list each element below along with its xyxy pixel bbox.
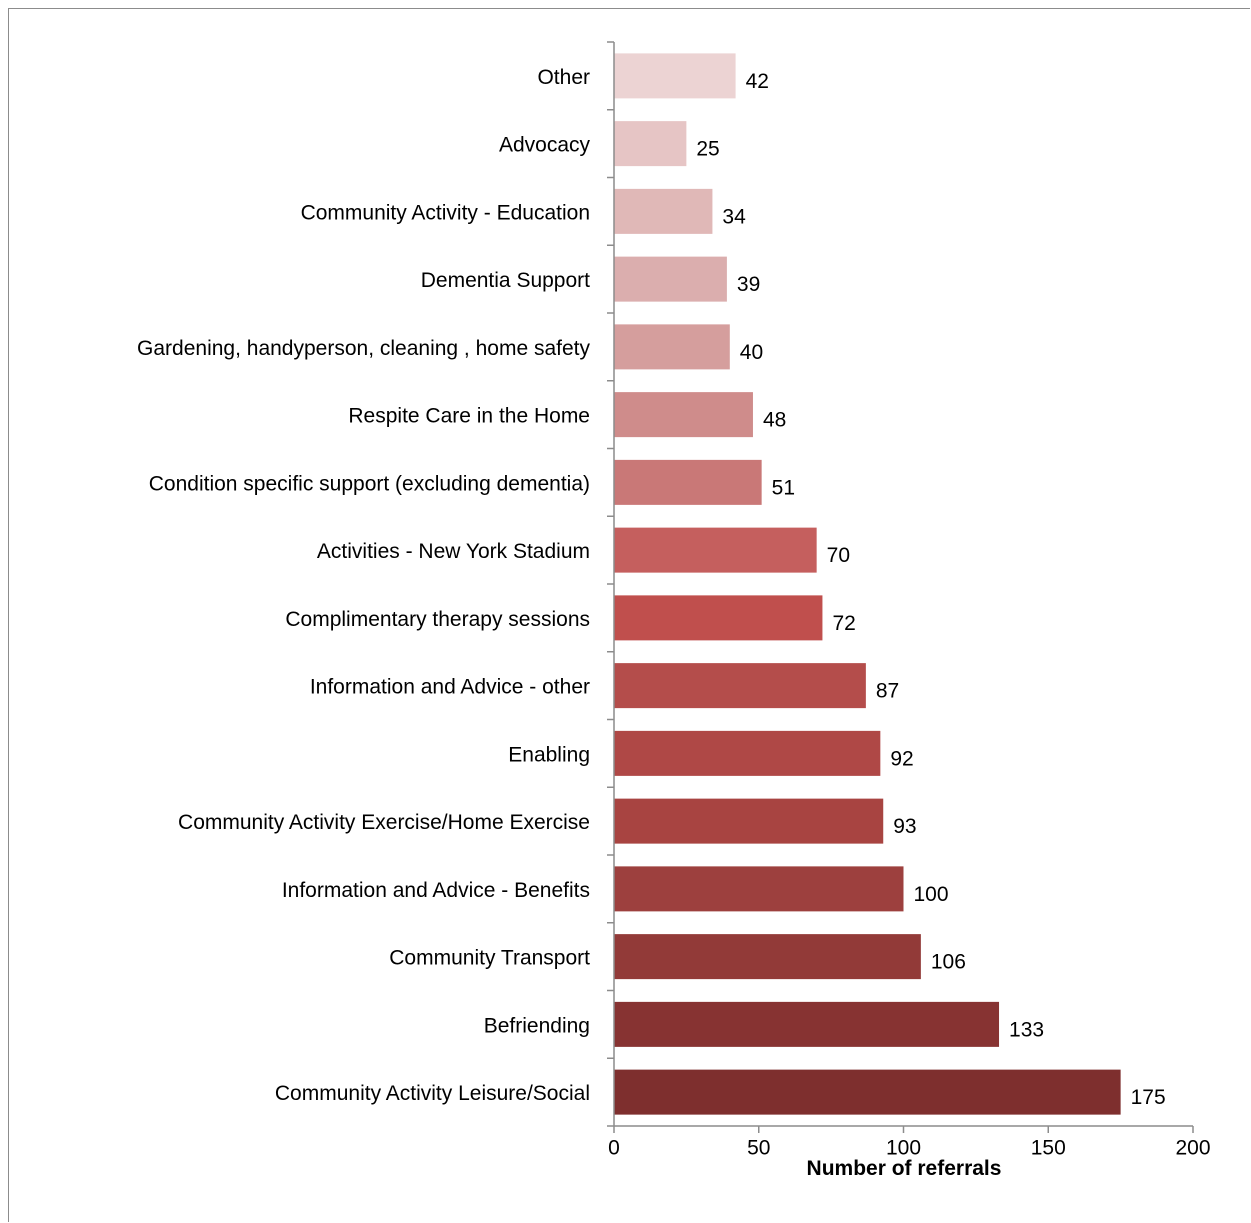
bar (614, 53, 736, 99)
category-label: Enabling (508, 743, 590, 766)
value-label: 34 (722, 205, 746, 228)
x-tick-label: 100 (886, 1136, 921, 1159)
category-label: Information and Advice - Benefits (282, 879, 590, 902)
category-label: Advocacy (499, 134, 591, 157)
value-label: 100 (914, 883, 949, 906)
category-label: Respite Care in the Home (348, 405, 590, 428)
category-label: Activities - New York Stadium (317, 540, 590, 563)
value-label: 70 (827, 544, 850, 567)
bar (614, 324, 730, 370)
bar (614, 934, 921, 980)
bar (614, 798, 884, 844)
category-label: Community Transport (389, 947, 590, 970)
value-label: 87 (876, 680, 899, 703)
category-labels-group: Other Advocacy Community Activity - Educat… (137, 66, 590, 1105)
category-label: Community Activity Leisure/Social (275, 1082, 590, 1105)
x-tick-label: 200 (1175, 1136, 1210, 1159)
value-label: 92 (890, 747, 913, 770)
bar (614, 595, 823, 641)
value-label: 40 (740, 341, 763, 364)
x-tick-label: 0 (608, 1136, 620, 1159)
bar (614, 392, 753, 438)
category-label: Dementia Support (421, 269, 590, 292)
value-label: 25 (696, 138, 719, 161)
bar (614, 188, 713, 234)
category-label: Befriending (484, 1014, 590, 1037)
value-label: 48 (763, 409, 786, 432)
bar (614, 1069, 1121, 1115)
value-label: 93 (893, 815, 916, 838)
x-axis-title: Number of referrals (807, 1157, 1002, 1180)
bar (614, 527, 817, 573)
axes-group (607, 41, 1194, 1133)
value-label: 42 (746, 70, 769, 93)
category-label: Complimentary therapy sessions (285, 608, 590, 631)
bar (614, 256, 727, 302)
value-label: 51 (772, 476, 795, 499)
value-labels-group: 42 25 34 39 40 48 51 70 72 87 92 93 100 106 133 175 (696, 70, 1165, 1109)
chart-frame (8, 8, 1250, 1222)
bars-group (614, 53, 1121, 1115)
value-label: 39 (737, 273, 760, 296)
bar (614, 730, 881, 776)
x-tick-label: 150 (1031, 1136, 1066, 1159)
bar (614, 121, 687, 167)
bar (614, 1001, 1000, 1047)
bar (614, 663, 866, 709)
category-label: Condition specific support (excluding de… (149, 472, 590, 495)
category-label: Community Activity - Education (301, 201, 590, 224)
bar (614, 459, 762, 505)
value-label: 72 (832, 612, 855, 635)
category-label: Information and Advice - other (310, 676, 590, 699)
value-label: 175 (1131, 1086, 1166, 1109)
category-label: Gardening, handyperson, cleaning , home … (137, 337, 590, 360)
x-tick-label: 50 (747, 1136, 770, 1159)
value-label: 133 (1009, 1018, 1044, 1041)
bar (614, 866, 904, 912)
category-label: Community Activity Exercise/Home Exercis… (178, 811, 590, 834)
value-label: 106 (931, 951, 966, 974)
x-tick-labels-group: 0 50 100 150 200 (608, 1136, 1210, 1159)
category-label: Other (537, 66, 590, 89)
